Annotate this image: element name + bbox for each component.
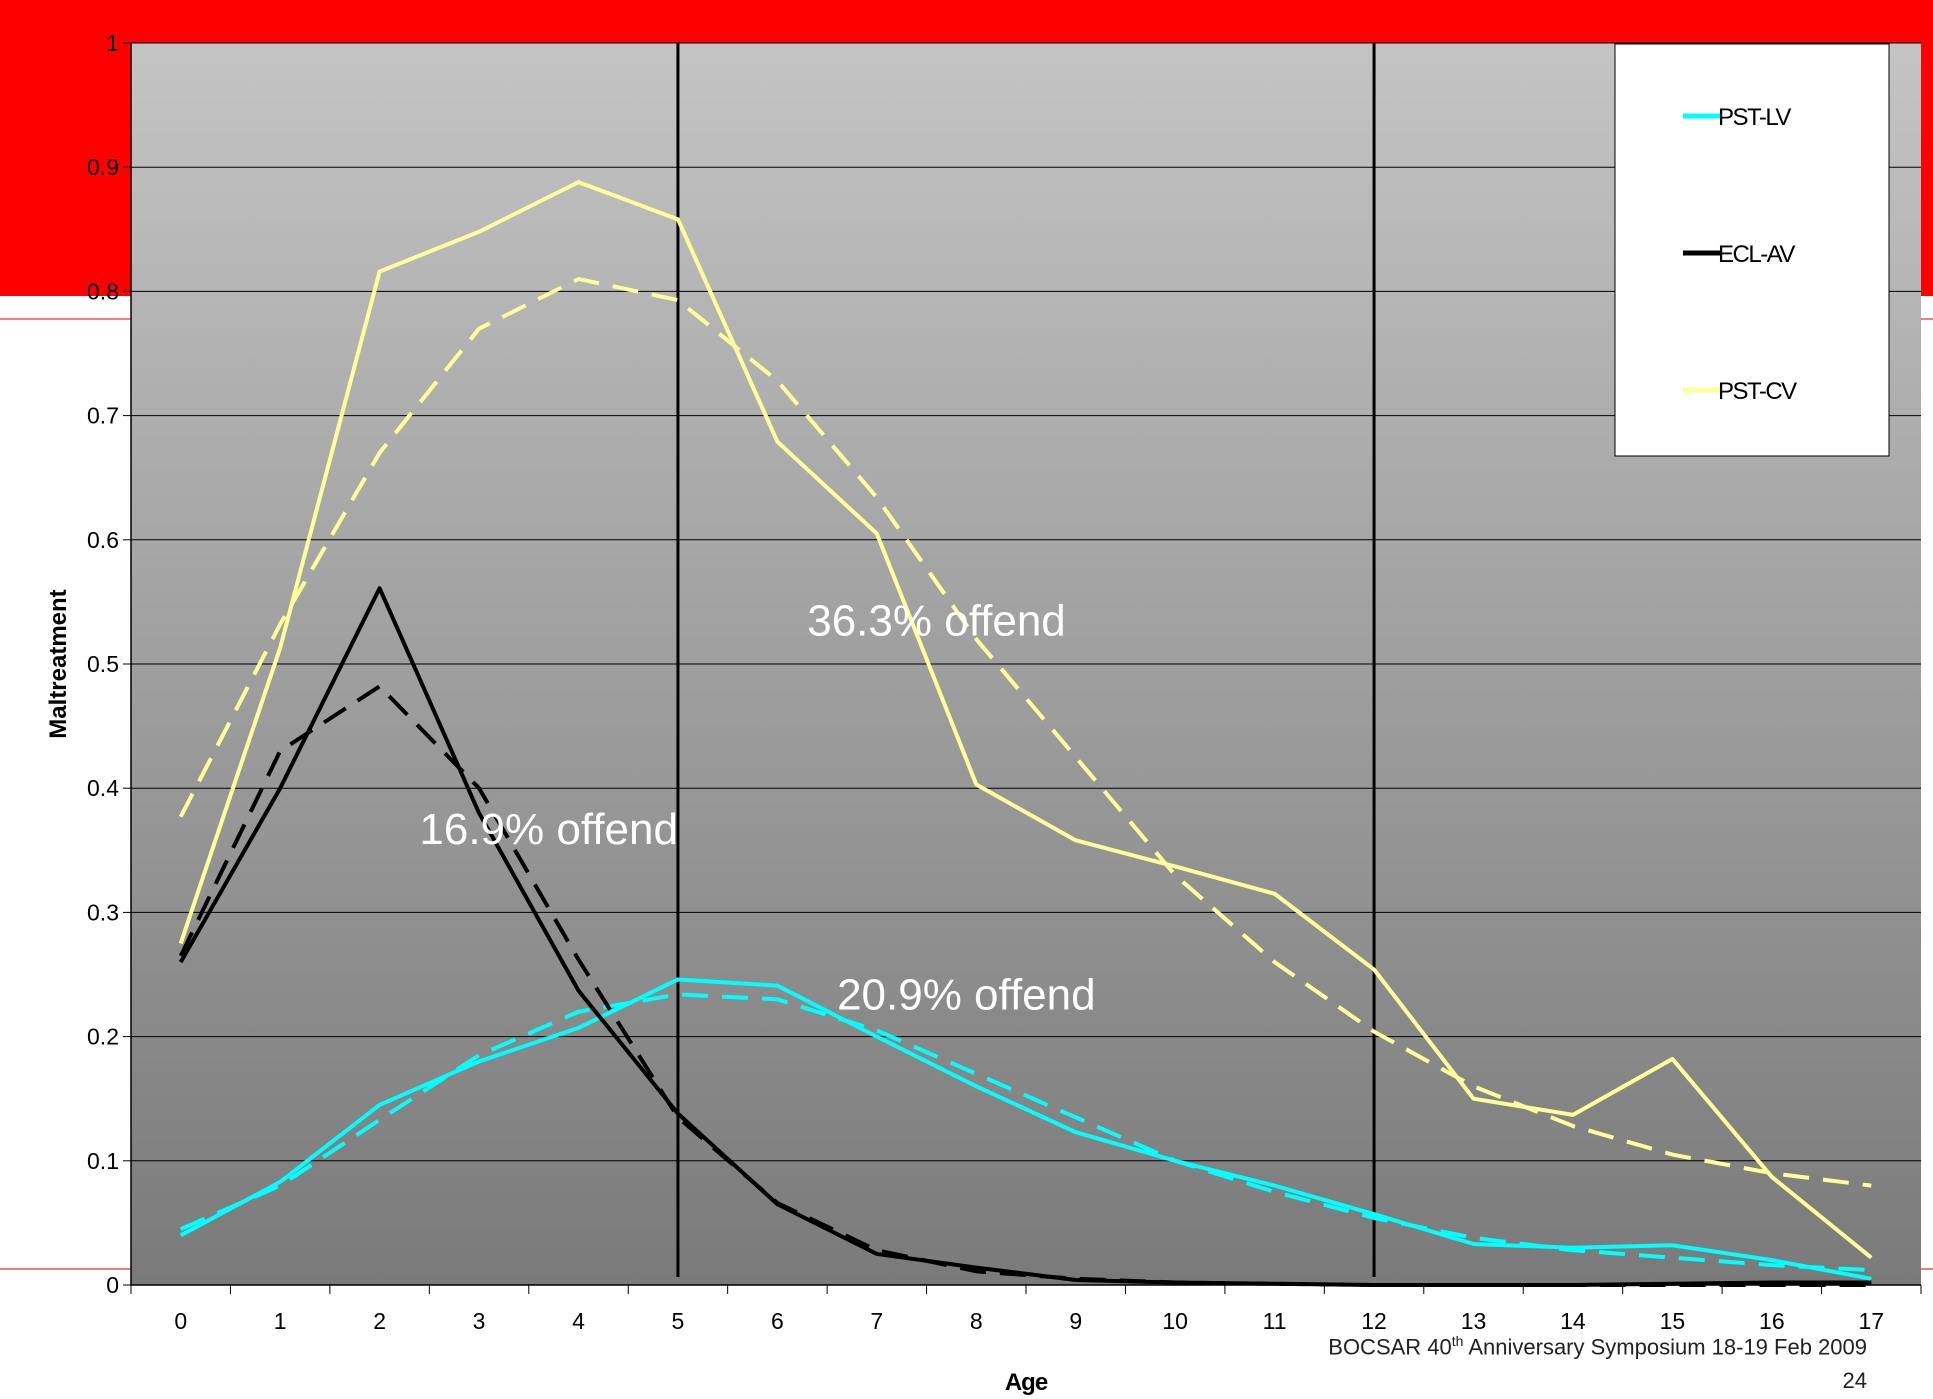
y-tick-label: 0.1 [87,1148,119,1174]
x-tick-label: 10 [1162,1308,1188,1334]
x-tick-label: 3 [473,1308,486,1334]
offend-annotation: 16.9% offend [419,805,678,854]
x-tick-label: 12 [1361,1308,1387,1334]
legend-label: ECL-AV [1718,241,1795,268]
x-tick-label: 17 [1858,1308,1884,1334]
y-tick-label: 0.4 [87,775,119,801]
legend-label: PST-CV [1718,378,1797,405]
y-tick-label: 0.7 [87,403,119,429]
y-tick-label: 0.2 [87,1024,119,1050]
x-tick-label: 2 [373,1308,386,1334]
y-tick-label: 0.5 [87,651,119,677]
x-tick-label: 0 [174,1308,187,1334]
x-tick-label: 5 [672,1308,685,1334]
x-tick-label: 15 [1660,1308,1686,1334]
x-tick-label: 13 [1461,1308,1487,1334]
slide-number: 24 [1842,1368,1867,1394]
y-tick-label: 1 [106,30,119,56]
legend-box [1614,43,1890,457]
y-tick-label: 0 [106,1272,119,1298]
series-line-pst-cv-solid [178,180,1873,1260]
offend-annotation: 20.9% offend [837,970,1096,1019]
event-caption: BOCSAR 40th Anniversary Symposium 18-19 … [1328,1333,1867,1360]
slide-footer: BOCSAR 40th Anniversary Symposium 18-19 … [1167,1324,1867,1398]
x-axis-title: Age [1005,1369,1048,1396]
x-tick-label: 9 [1069,1308,1082,1334]
x-tick-label: 7 [870,1308,883,1334]
x-tick-label: 6 [771,1308,784,1334]
x-tick-label: 8 [970,1308,983,1334]
series-line-ecl-av-solid [178,586,1872,1287]
x-tick-label: 11 [1263,1308,1287,1334]
x-tick-label: 1 [274,1308,287,1334]
legend-label: PST-LV [1718,104,1791,131]
series-line-fitted-dashed [179,992,1872,1273]
y-tick-label: 0.9 [87,154,119,180]
x-tick-label: 14 [1560,1308,1586,1334]
x-tick-label: 16 [1759,1308,1785,1334]
y-tick-label: 0.6 [87,527,119,553]
y-tick-label: 0.8 [87,278,119,304]
series-line-pst-lv-solid [179,977,1872,1281]
y-axis-title: Maltreatment [45,589,72,738]
legend: PST-LV ECL-AV PST-CV [1614,43,1890,457]
x-tick-label: 4 [572,1308,585,1334]
series-line-fitted-dashed [178,276,1872,1188]
y-tick-label: 0.3 [87,899,119,925]
offend-annotation: 36.3% offend [807,596,1066,645]
